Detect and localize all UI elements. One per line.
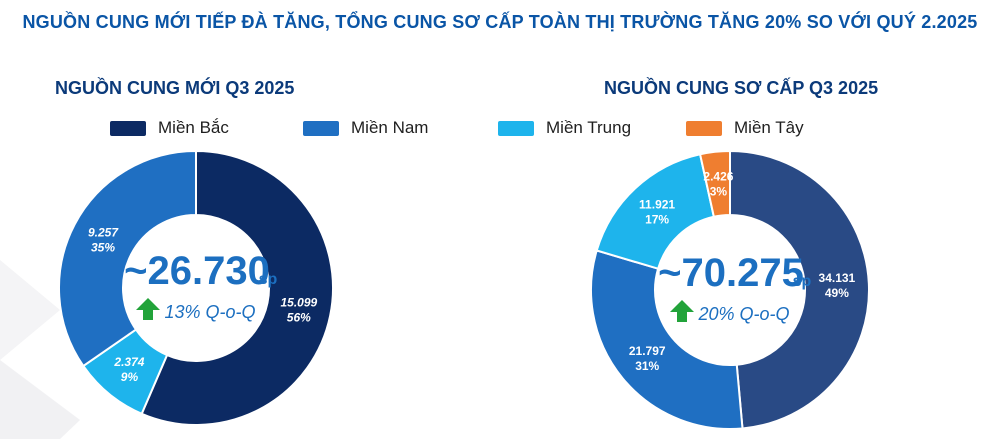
legend-label: Miền Trung (546, 118, 632, 137)
legend-item-mien-tay: Miền Tây (686, 118, 804, 138)
legend-label: Miền Bắc (158, 118, 229, 137)
legend-label: Miền Tây (734, 118, 804, 137)
legend-swatch (686, 120, 722, 136)
chart-title-new-supply: NGUỒN CUNG MỚI Q3 2025 (55, 78, 295, 98)
chart-title-primary-supply: NGUỒN CUNG SƠ CẤP Q3 2025 (604, 78, 879, 98)
slice-miền-tây (698, 149, 731, 218)
legend-label: Miền Nam (351, 118, 429, 137)
slice-percent-label: 3% (710, 185, 728, 199)
slice-percent-label: 17% (645, 213, 669, 227)
slice-percent-label: 35% (91, 240, 115, 254)
page-title: NGUỒN CUNG MỚI TIẾP ĐÀ TĂNG, TỔNG CUNG S… (22, 12, 978, 32)
center-unit: sp (259, 271, 278, 288)
slice-value-label: 2.426 (703, 170, 733, 184)
center-unit: sp (793, 273, 812, 290)
legend-swatch (303, 120, 339, 136)
center-change-label: 13% Q-o-Q (164, 302, 255, 322)
slice-value-label: 2.374 (113, 355, 144, 369)
center-total-value: ~70.275 (658, 251, 804, 295)
center-total-value: ~26.730 (124, 249, 270, 293)
slice-percent-label: 56% (287, 310, 311, 324)
legend-swatch (498, 120, 534, 136)
slice-value-label: 11.921 (639, 198, 675, 212)
slice-value-label: 15.099 (280, 295, 317, 309)
legend-item-mien-nam: Miền Nam (303, 118, 428, 138)
legend: Miền Bắc Miền Nam Miền Trung Miền Tây (0, 118, 1000, 140)
slice-percent-label: 31% (635, 359, 659, 373)
donut-hole (656, 216, 804, 364)
slice-percent-label: 49% (825, 286, 849, 300)
donut-hole (124, 216, 268, 360)
background-decoration (0, 260, 80, 439)
slice-percent-label: 9% (121, 370, 139, 384)
slice-miền-nam (58, 149, 197, 368)
slice-value-label: 9.257 (88, 225, 119, 239)
slice-value-label: 34.131 (819, 271, 856, 285)
legend-item-mien-trung: Miền Trung (498, 118, 631, 138)
slice-value-label: 21.797 (629, 344, 666, 358)
slice-miền-bắc (140, 149, 334, 426)
up-arrow-icon (136, 298, 160, 320)
slice-miền-bắc (729, 149, 870, 430)
legend-item-mien-bac: Miền Bắc (110, 118, 229, 138)
center-change-label: 20% Q-o-Q (697, 304, 789, 324)
legend-swatch (110, 120, 146, 136)
up-arrow-icon (670, 300, 694, 322)
slice-miền-nam (590, 249, 744, 430)
